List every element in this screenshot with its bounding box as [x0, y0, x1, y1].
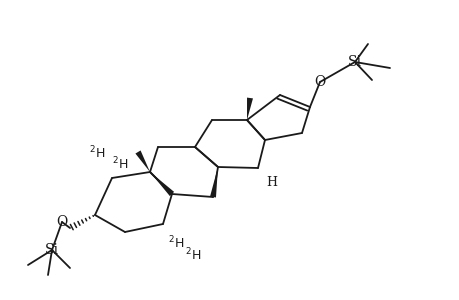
Text: H: H — [266, 176, 277, 190]
Text: $^2$H: $^2$H — [89, 145, 105, 161]
Polygon shape — [135, 151, 150, 172]
Text: Si: Si — [347, 55, 361, 69]
Text: O: O — [56, 215, 67, 229]
Text: Si: Si — [45, 243, 59, 257]
Polygon shape — [210, 167, 218, 197]
Polygon shape — [246, 98, 252, 120]
Text: $^2$H: $^2$H — [168, 235, 184, 251]
Text: $^2$H: $^2$H — [185, 247, 201, 263]
Text: O: O — [313, 75, 325, 89]
Text: $^2$H: $^2$H — [112, 156, 128, 172]
Polygon shape — [150, 172, 174, 196]
